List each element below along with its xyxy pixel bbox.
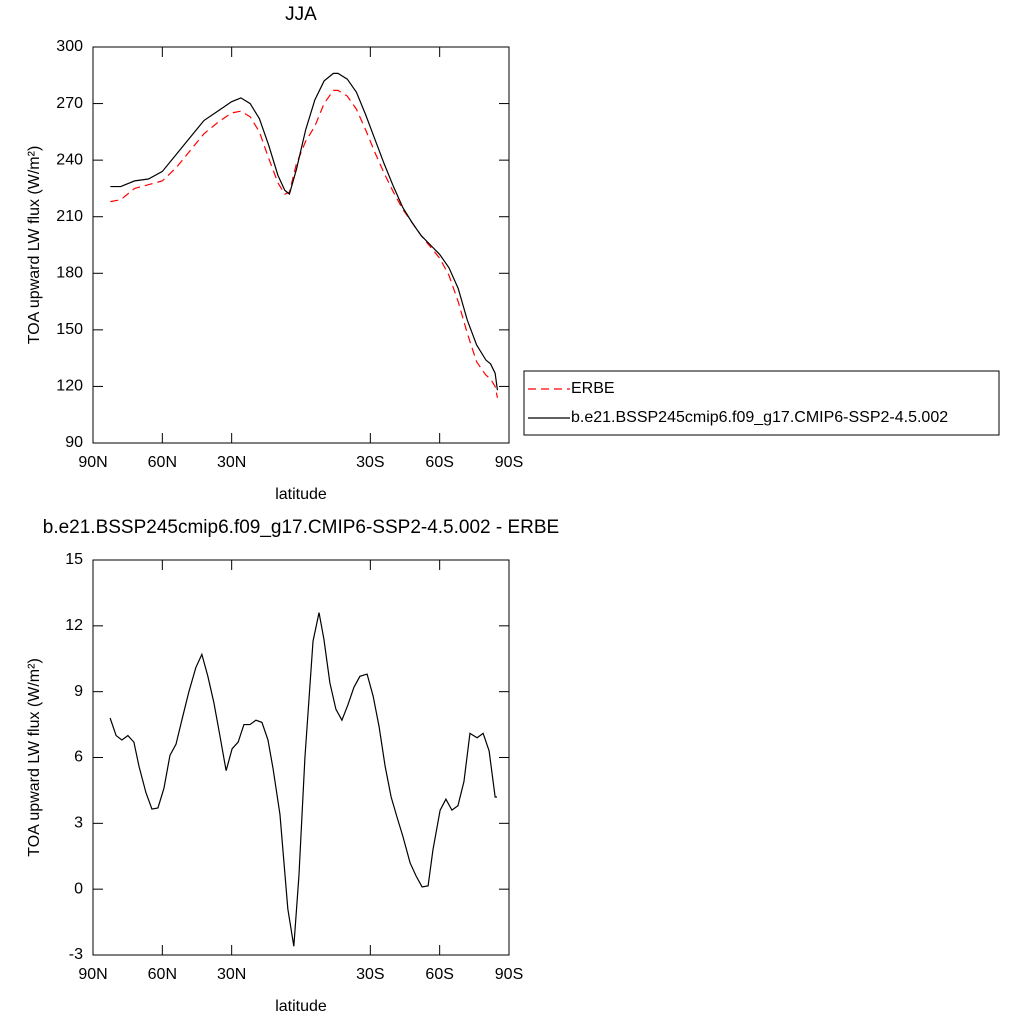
y-tick-label: 90 bbox=[65, 434, 83, 451]
y-tick-label: 180 bbox=[56, 265, 83, 282]
y-tick-label: -3 bbox=[69, 946, 83, 963]
chart-title: JJA bbox=[285, 4, 317, 25]
x-tick-label: 60S bbox=[425, 966, 453, 983]
x-tick-label: 90N bbox=[78, 966, 107, 983]
y-tick-label: 15 bbox=[65, 551, 83, 568]
x-tick-label: 60N bbox=[148, 454, 177, 471]
x-tick-label: 60N bbox=[148, 966, 177, 983]
y-tick-label: 300 bbox=[56, 38, 83, 55]
x-axis-label: latitude bbox=[275, 998, 327, 1015]
chart-title: b.e21.BSSP245cmip6.f09_g17.CMIP6-SSP2-4.… bbox=[43, 517, 559, 538]
series-line bbox=[109, 612, 497, 947]
y-tick-label: 12 bbox=[65, 617, 83, 634]
series-line bbox=[110, 89, 499, 398]
plot-frame bbox=[92, 559, 510, 956]
x-tick-label: 30S bbox=[356, 454, 384, 471]
x-tick-label: 90S bbox=[495, 966, 523, 983]
x-tick-label: 30N bbox=[217, 966, 246, 983]
y-tick-label: 6 bbox=[74, 749, 83, 766]
x-tick-label: 60S bbox=[425, 454, 453, 471]
y-tick-label: 0 bbox=[74, 880, 83, 897]
legend-box bbox=[523, 370, 1000, 436]
x-tick-label: 90N bbox=[78, 454, 107, 471]
legend-label: b.e21.BSSP245cmip6.f09_g17.CMIP6-SSP2-4.… bbox=[571, 409, 948, 426]
legend-label: ERBE bbox=[571, 380, 615, 397]
x-tick-label: 30S bbox=[356, 966, 384, 983]
y-tick-label: 240 bbox=[56, 151, 83, 168]
y-axis-label: TOA upward LW flux (W/m²) bbox=[26, 658, 43, 857]
plot-frame bbox=[92, 46, 510, 444]
x-axis-label: latitude bbox=[275, 486, 327, 503]
y-tick-label: 120 bbox=[56, 378, 83, 395]
y-tick-label: 210 bbox=[56, 208, 83, 225]
series-line bbox=[110, 72, 499, 391]
y-tick-label: 3 bbox=[74, 815, 83, 832]
x-tick-label: 30N bbox=[217, 454, 246, 471]
y-tick-label: 270 bbox=[56, 95, 83, 112]
y-tick-label: 150 bbox=[56, 321, 83, 338]
y-tick-label: 9 bbox=[74, 683, 83, 700]
y-axis-label: TOA upward LW flux (W/m²) bbox=[26, 146, 43, 345]
x-tick-label: 90S bbox=[495, 454, 523, 471]
